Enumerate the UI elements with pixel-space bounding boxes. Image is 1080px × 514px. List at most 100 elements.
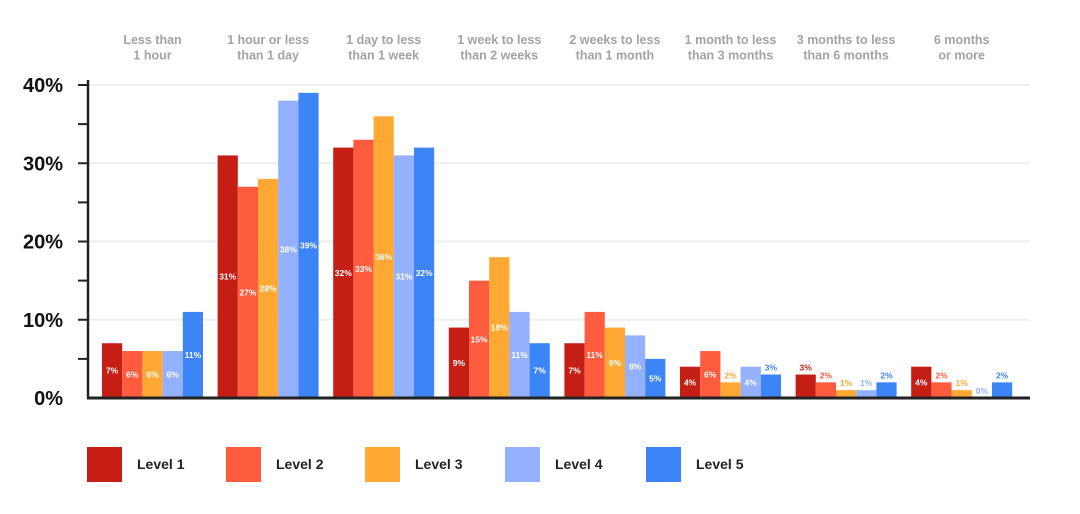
legend-label: Level 4 [555, 456, 603, 472]
bar [448, 327, 469, 398]
legend-swatch [87, 447, 122, 482]
bar [931, 382, 952, 398]
bar [720, 382, 741, 398]
data-label: 6% [126, 370, 139, 380]
data-label: 9% [609, 358, 622, 368]
data-label: 3% [800, 363, 813, 373]
bar [393, 155, 414, 398]
legend-label: Level 5 [696, 456, 744, 472]
data-label: 11% [185, 350, 202, 360]
data-label: 11% [586, 350, 603, 360]
data-label: 1% [860, 378, 873, 388]
data-label: 36% [375, 252, 392, 262]
legend-swatch [646, 447, 681, 482]
bar [564, 343, 585, 398]
data-label: 9% [453, 358, 466, 368]
bar [911, 366, 932, 398]
data-label: 6% [146, 370, 159, 380]
category-label: 1 month to less [685, 33, 777, 47]
data-label: 33% [355, 264, 372, 274]
y-tick-label: 0% [34, 388, 63, 410]
bar [584, 311, 605, 398]
data-label: 28% [260, 283, 277, 293]
category-label: than 1 week [348, 49, 419, 63]
data-label: 4% [915, 377, 928, 387]
bar [740, 366, 761, 398]
y-tick-label: 40% [23, 75, 63, 97]
data-label: 39% [300, 240, 317, 250]
bar [298, 92, 319, 398]
data-label: 8% [629, 362, 642, 372]
bar [237, 186, 258, 398]
bar [760, 374, 781, 398]
bar [414, 147, 435, 398]
bar [951, 390, 972, 398]
data-label: 3% [765, 363, 778, 373]
bar [489, 257, 510, 398]
bar [836, 390, 857, 398]
data-label: 31% [395, 272, 412, 282]
bar [353, 139, 374, 398]
data-label: 6% [704, 370, 717, 380]
bar [162, 351, 183, 398]
data-label: 15% [471, 334, 488, 344]
bar [856, 390, 877, 398]
legend-label: Level 1 [137, 456, 185, 472]
bar [278, 100, 299, 399]
data-label: 7% [568, 366, 581, 376]
bar [645, 358, 666, 398]
bar [373, 116, 394, 399]
data-label: 5% [649, 373, 662, 383]
category-label: than 1 day [237, 49, 299, 63]
bar [604, 327, 625, 398]
data-label: 2% [935, 370, 948, 380]
data-label: 32% [335, 268, 352, 278]
data-label: 4% [745, 377, 758, 387]
data-label: 2% [820, 370, 833, 380]
data-label: 31% [219, 272, 236, 282]
y-tick-label: 10% [23, 310, 63, 332]
category-label: 1 week to less [457, 33, 541, 47]
data-label: 1% [840, 378, 853, 388]
bar [992, 382, 1013, 398]
category-label: 1 hour [133, 49, 171, 63]
data-label: 32% [416, 268, 433, 278]
bar [182, 311, 203, 398]
data-label: 18% [491, 323, 508, 333]
bar [217, 155, 238, 398]
category-label: 2 weeks to less [569, 33, 660, 47]
bar [795, 374, 816, 398]
category-label: 1 hour or less [227, 33, 309, 47]
data-label: 4% [684, 377, 697, 387]
y-tick-label: 20% [23, 232, 63, 254]
category-label: or more [938, 49, 985, 63]
bar [625, 335, 646, 398]
category-label: 6 months [934, 33, 990, 47]
data-label: 2% [880, 370, 893, 380]
data-label: 2% [996, 370, 1009, 380]
legend-label: Level 2 [276, 456, 324, 472]
category-label: than 6 months [803, 49, 888, 63]
legend-label: Level 3 [415, 456, 463, 472]
data-label: 7% [106, 366, 119, 376]
bar [700, 351, 721, 398]
data-label: 6% [167, 370, 180, 380]
bar [529, 343, 550, 398]
data-label: 7% [534, 366, 547, 376]
legend-swatch [226, 447, 261, 482]
category-label: than 3 months [688, 49, 773, 63]
category-label: 3 months to less [797, 33, 896, 47]
legend-swatch [505, 447, 540, 482]
bar [509, 311, 530, 398]
bar [469, 280, 490, 398]
data-label: 38% [280, 244, 297, 254]
data-label: 27% [239, 287, 256, 297]
data-label: 0% [976, 386, 989, 396]
category-label: 1 day to less [346, 33, 421, 47]
y-tick-label: 30% [23, 153, 63, 175]
bar [122, 351, 143, 398]
bar [102, 343, 123, 398]
category-label: than 1 month [576, 49, 654, 63]
